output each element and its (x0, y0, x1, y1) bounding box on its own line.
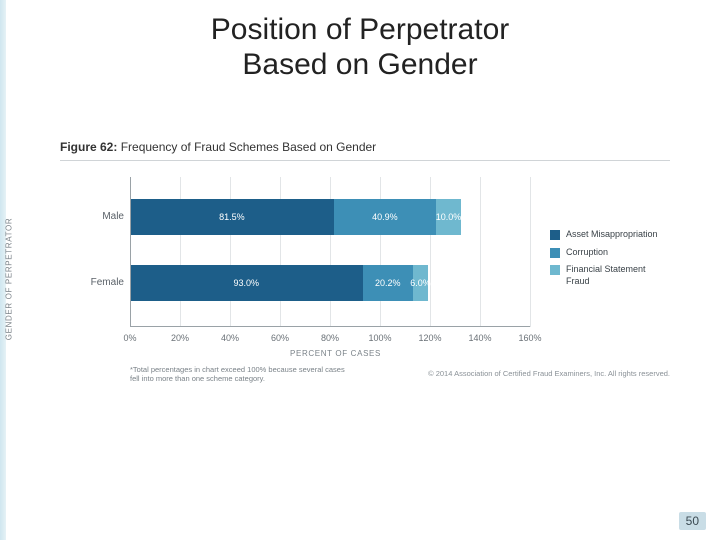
bar-segment: 81.5% (130, 199, 334, 235)
figure-number: Figure 62: (60, 140, 117, 154)
figure-title: Frequency of Fraud Schemes Based on Gend… (121, 140, 376, 154)
x-tick-label: 40% (221, 333, 239, 343)
bar-segment-label: 20.2% (375, 278, 401, 288)
bar-segment-label: 93.0% (233, 278, 259, 288)
slide-title: Position of Perpetrator Based on Gender (0, 12, 720, 83)
slide-title-line1: Position of Perpetrator (211, 13, 510, 46)
x-tick-label: 120% (418, 333, 441, 343)
figure-caption: Figure 62: Frequency of Fraud Schemes Ba… (60, 140, 670, 154)
legend: Asset Misappropriation Corruption Financia… (550, 229, 666, 294)
grid-line (480, 177, 481, 327)
page-number: 50 (679, 512, 706, 530)
x-tick-label: 100% (368, 333, 391, 343)
figure-rule (60, 160, 670, 161)
page-number-text: 50 (686, 514, 699, 528)
grid-line (530, 177, 531, 327)
bar-segment-label: 81.5% (219, 212, 245, 222)
x-tick-label: 160% (518, 333, 541, 343)
legend-swatch (550, 230, 560, 240)
x-axis-line (130, 326, 530, 327)
slide-title-line2: Based on Gender (242, 48, 477, 81)
x-tick-label: 20% (171, 333, 189, 343)
y-axis-line (130, 177, 131, 327)
legend-swatch (550, 265, 560, 275)
bar-segment: 20.2% (363, 265, 414, 301)
category-label: Male (64, 211, 124, 222)
figure-62: Figure 62: Frequency of Fraud Schemes Ba… (60, 140, 670, 389)
bar-segment-label: 40.9% (372, 212, 398, 222)
category-label: Female (64, 277, 124, 288)
legend-swatch (550, 248, 560, 258)
legend-label: Corruption (566, 247, 608, 259)
legend-item: Corruption (550, 247, 666, 259)
bar-segment-label: 6.0% (410, 278, 431, 288)
y-axis-title: GENDER OF PERPETRATOR (5, 218, 14, 341)
chart: GENDER OF PERPETRATOR 81.5%40.9%10.0%93.… (60, 169, 670, 389)
x-tick-label: 80% (321, 333, 339, 343)
x-tick-label: 0% (123, 333, 136, 343)
plot-area: 81.5% 40.9% 10.0% 93.0% 20.2% 6.0% (130, 177, 530, 327)
bar-segment: 6.0% (413, 265, 428, 301)
bar-segment: 40.9% (334, 199, 436, 235)
figure-copyright: © 2014 Association of Certified Fraud Ex… (428, 369, 670, 378)
x-tick-label: 140% (468, 333, 491, 343)
legend-item: Asset Misappropriation (550, 229, 666, 241)
legend-label: Asset Misappropriation (566, 229, 658, 241)
x-axis-title: PERCENT OF CASES (290, 349, 381, 358)
bar-segment: 10.0% (436, 199, 461, 235)
figure-footnote: *Total percentages in chart exceed 100% … (130, 365, 350, 384)
bar-segment-label: 10.0% (436, 212, 462, 222)
x-tick-label: 60% (271, 333, 289, 343)
bar-segment: 93.0% (130, 265, 363, 301)
legend-item: Financial Statement Fraud (550, 264, 666, 287)
legend-label: Financial Statement Fraud (566, 264, 666, 287)
